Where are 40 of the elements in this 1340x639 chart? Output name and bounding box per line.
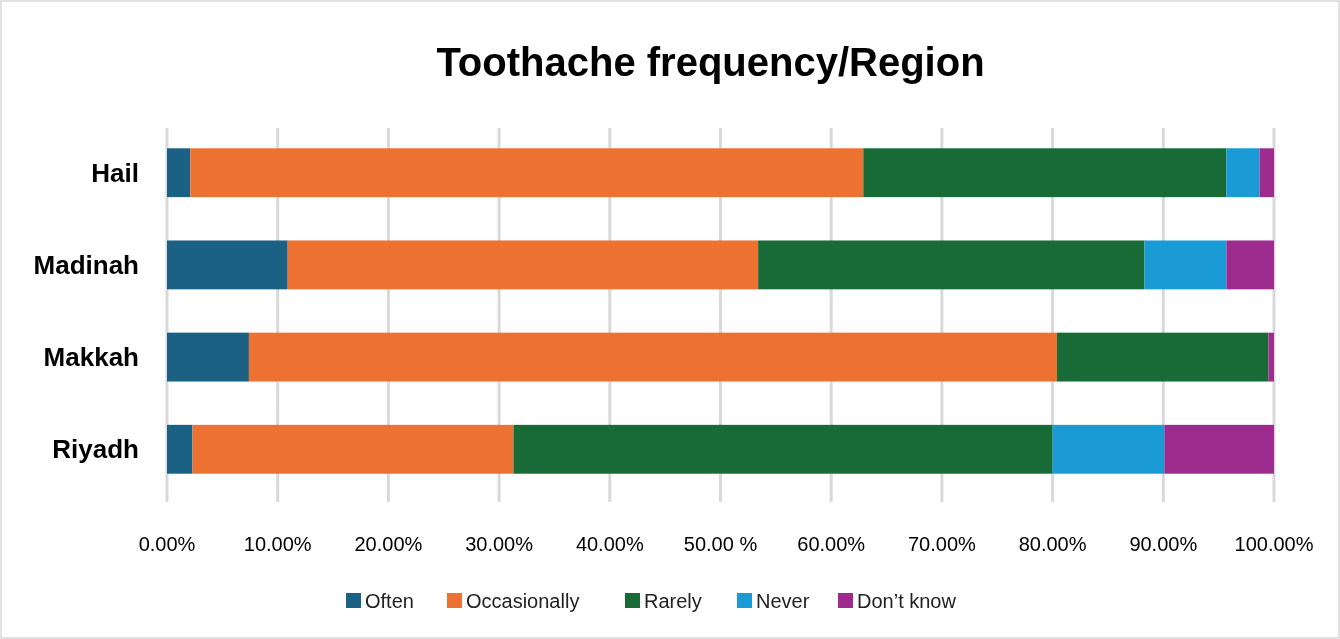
bar bbox=[192, 424, 514, 474]
bar bbox=[1164, 424, 1274, 474]
y-tick-label: Riyadh bbox=[52, 434, 139, 465]
y-tick-label: Makkah bbox=[43, 342, 139, 373]
bar bbox=[1259, 148, 1274, 198]
y-tick-label: Hail bbox=[91, 157, 139, 188]
bar bbox=[863, 148, 1227, 198]
legend-label: Rarely bbox=[644, 590, 702, 612]
bar bbox=[248, 332, 1058, 382]
x-tick-label: 80.00% bbox=[1018, 533, 1087, 555]
x-tick-label: 30.00% bbox=[465, 533, 534, 555]
legend-label: Don’t know bbox=[857, 590, 957, 612]
bar bbox=[1268, 332, 1274, 382]
bar bbox=[167, 332, 249, 382]
x-tick-label: 20.00% bbox=[354, 533, 423, 555]
x-tick-label: 70.00% bbox=[907, 533, 977, 555]
x-tick-label: 100.00% bbox=[1234, 533, 1314, 555]
bar bbox=[1052, 424, 1165, 474]
bar bbox=[190, 148, 864, 198]
x-tick-label: 10.00% bbox=[243, 533, 312, 555]
bar bbox=[287, 240, 759, 290]
legend-label: Never bbox=[756, 590, 810, 612]
bar bbox=[1144, 240, 1227, 290]
bar bbox=[167, 240, 288, 290]
bar bbox=[1226, 240, 1274, 290]
bar bbox=[758, 240, 1145, 290]
x-tick-label: 60.00% bbox=[797, 533, 866, 555]
bar bbox=[1226, 148, 1260, 198]
legend-label: Occasionally bbox=[466, 590, 580, 612]
x-tick-label: 40.00% bbox=[575, 533, 644, 555]
legend-label: Often bbox=[365, 590, 414, 612]
bar bbox=[1057, 332, 1269, 382]
chart-title: Toothache frequency/Region bbox=[436, 40, 985, 84]
x-tick-label: 0.00% bbox=[138, 533, 196, 555]
bar bbox=[167, 148, 191, 198]
x-tick-label: 50.00 % bbox=[683, 533, 758, 555]
y-tick-label: Madinah bbox=[33, 250, 139, 280]
bar bbox=[513, 424, 1053, 474]
bar bbox=[167, 424, 193, 474]
x-tick-label: 90.00% bbox=[1129, 533, 1198, 555]
